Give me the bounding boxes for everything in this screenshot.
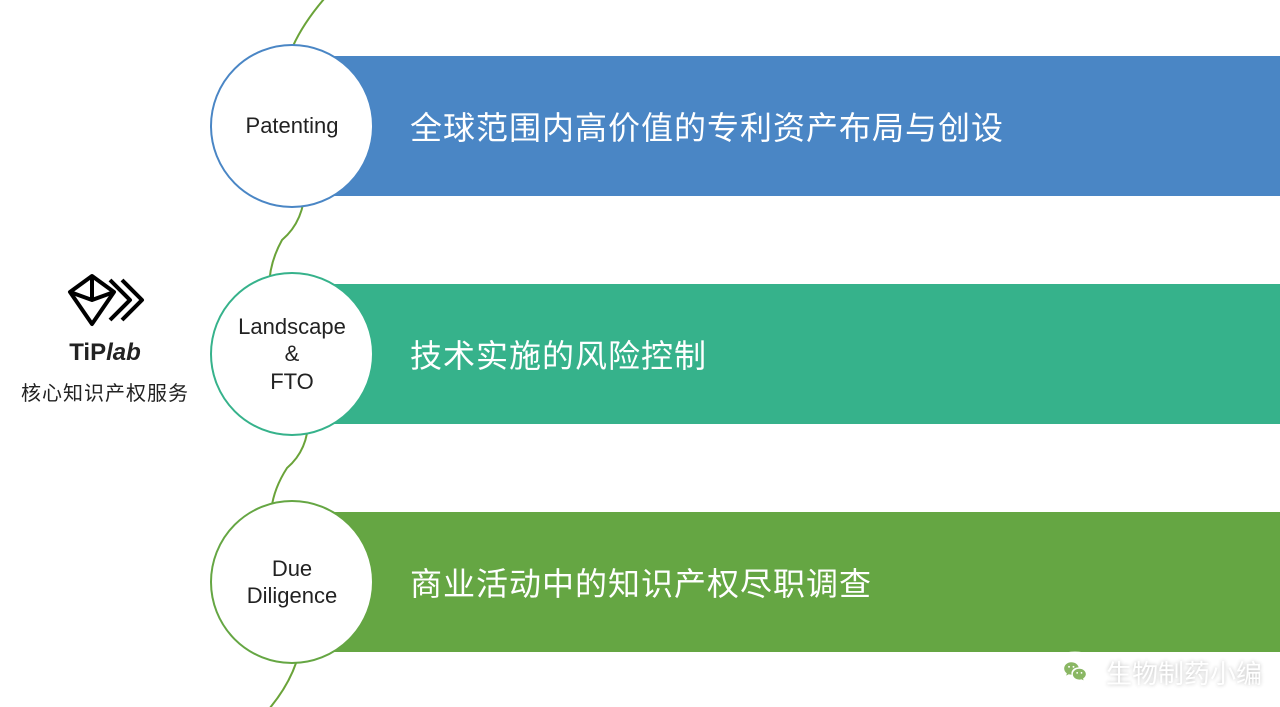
service-desc-2: 技术实施的风险控制 bbox=[410, 331, 707, 377]
service-bar-1: 全球范围内高价值的专利资产布局与创设 bbox=[290, 56, 1280, 196]
wechat-icon bbox=[1054, 651, 1096, 693]
service-circle-label-2: Landscape&FTO bbox=[238, 313, 346, 396]
service-desc-1: 全球范围内高价值的专利资产布局与创设 bbox=[410, 103, 1004, 149]
brand-name-suffix: lab bbox=[106, 339, 141, 366]
service-bar-3: 商业活动中的知识产权尽职调查 bbox=[290, 512, 1280, 652]
service-desc-3: 商业活动中的知识产权尽职调查 bbox=[410, 559, 872, 605]
brand-name-prefix: TiP bbox=[69, 339, 106, 366]
infographic-canvas: TiPlab 核心知识产权服务 全球范围内高价值的专利资产布局与创设 技术实施的… bbox=[0, 0, 1280, 707]
brand-subtitle: 核心知识产权服务 bbox=[20, 377, 190, 406]
service-circle-label-3: DueDiligence bbox=[247, 555, 338, 610]
service-circle-label-1: Patenting bbox=[246, 112, 339, 140]
watermark-text: 生物制药小编 bbox=[1106, 654, 1262, 691]
service-circle-2: Landscape&FTO bbox=[210, 272, 374, 436]
brand-block: TiPlab 核心知识产权服务 bbox=[20, 270, 190, 406]
service-bar-2: 技术实施的风险控制 bbox=[290, 284, 1280, 424]
watermark: 生物制药小编 bbox=[1054, 651, 1262, 693]
service-circle-1: Patenting bbox=[210, 44, 374, 208]
brand-name: TiPlab bbox=[20, 339, 190, 367]
brand-logo-icon bbox=[60, 270, 150, 335]
service-circle-3: DueDiligence bbox=[210, 500, 374, 664]
